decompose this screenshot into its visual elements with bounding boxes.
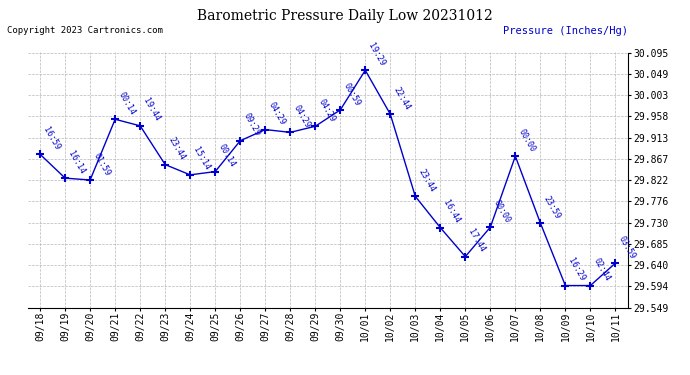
Text: 23:59: 23:59	[542, 194, 562, 220]
Text: Pressure (Inches/Hg): Pressure (Inches/Hg)	[503, 26, 628, 36]
Text: 04:29: 04:29	[317, 98, 337, 123]
Text: 16:44: 16:44	[442, 199, 462, 225]
Text: 19:44: 19:44	[141, 97, 162, 123]
Text: 02:44: 02:44	[592, 256, 612, 283]
Text: 23:44: 23:44	[417, 167, 437, 194]
Text: 23:44: 23:44	[166, 136, 187, 162]
Text: 03:59: 03:59	[617, 234, 637, 260]
Text: Copyright 2023 Cartronics.com: Copyright 2023 Cartronics.com	[7, 26, 163, 35]
Text: 16:59: 16:59	[41, 125, 62, 152]
Text: 00:00: 00:00	[492, 198, 512, 224]
Text: Barometric Pressure Daily Low 20231012: Barometric Pressure Daily Low 20231012	[197, 9, 493, 23]
Text: 22:44: 22:44	[392, 85, 412, 111]
Text: 00:59: 00:59	[342, 81, 362, 107]
Text: 04:29: 04:29	[266, 100, 287, 127]
Text: 15:14: 15:14	[192, 146, 212, 172]
Text: 16:14: 16:14	[66, 149, 87, 176]
Text: 00:14: 00:14	[117, 90, 137, 117]
Text: 00:00: 00:00	[517, 127, 537, 153]
Text: 16:29: 16:29	[566, 256, 587, 283]
Text: 09:29: 09:29	[241, 112, 262, 138]
Text: 19:29: 19:29	[366, 41, 387, 68]
Text: 01:59: 01:59	[92, 151, 112, 177]
Text: 04:29: 04:29	[292, 104, 312, 130]
Text: 17:44: 17:44	[466, 228, 487, 254]
Text: 00:14: 00:14	[217, 142, 237, 169]
